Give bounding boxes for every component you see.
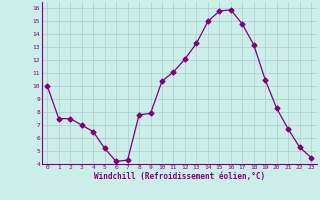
X-axis label: Windchill (Refroidissement éolien,°C): Windchill (Refroidissement éolien,°C) — [94, 172, 265, 181]
